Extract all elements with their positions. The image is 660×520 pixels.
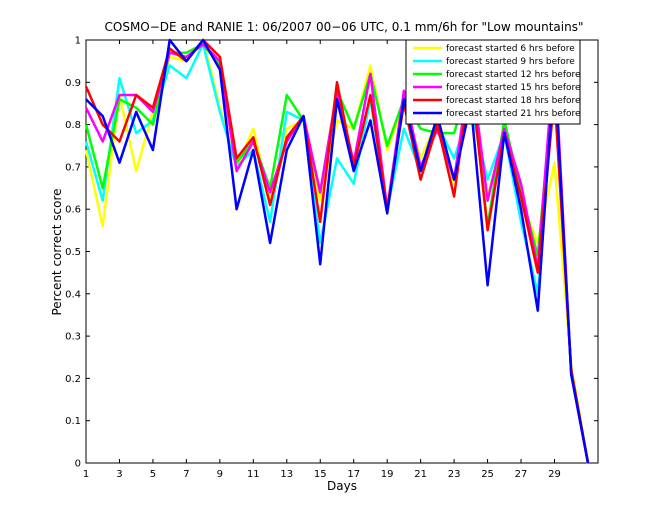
legend-label-5: forecast started 18 hrs before <box>446 96 581 106</box>
legend-label-3: forecast started 12 hrs before <box>446 70 581 80</box>
y-tick-label: 0.9 <box>65 78 81 89</box>
x-tick-label: 17 <box>347 469 360 480</box>
legend-label-1: forecast started 6 hrs before <box>446 44 575 54</box>
y-tick-label: 0.2 <box>65 374 81 385</box>
y-tick-label: 0.4 <box>65 289 81 300</box>
x-tick-label: 27 <box>515 469 528 480</box>
legend-label-4: forecast started 15 hrs before <box>446 83 581 93</box>
x-axis-ticks: 1 3 5 7 9 11 13 15 17 19 21 23 25 27 29 <box>83 40 561 480</box>
y-tick-label: 0.5 <box>65 247 81 258</box>
y-tick-label: 0.6 <box>65 205 81 216</box>
y-axis-ticks: 0 0.1 0.2 0.3 0.4 0.5 0.6 0.7 0.8 0.9 1 <box>65 36 598 470</box>
y-axis-label: Percent correct score <box>50 188 64 315</box>
series-lines <box>84 38 590 464</box>
legend-label-2: forecast started 9 hrs before <box>446 57 575 67</box>
x-tick-label: 7 <box>183 469 189 480</box>
x-tick-label: 25 <box>481 469 494 480</box>
x-tick-label: 13 <box>280 469 293 480</box>
x-tick-label: 23 <box>448 469 461 480</box>
series-line-6 <box>85 38 590 464</box>
x-tick-label: 3 <box>116 469 122 480</box>
x-tick-label: 9 <box>217 469 223 480</box>
y-tick-label: 0.8 <box>65 120 81 131</box>
x-tick-label: 21 <box>414 469 427 480</box>
legend: forecast started 6 hrs before forecast st… <box>405 39 581 125</box>
y-tick-label: 0.3 <box>65 332 81 343</box>
x-tick-label: 11 <box>247 469 260 480</box>
x-tick-label: 29 <box>548 469 561 480</box>
y-tick-label: 0.1 <box>65 416 81 427</box>
legend-box <box>405 39 581 125</box>
y-tick-label: 0.7 <box>65 162 81 173</box>
x-tick-label: 1 <box>83 469 89 480</box>
y-tick-label: 0 <box>75 459 81 470</box>
x-axis-label: Days <box>327 479 357 493</box>
x-tick-label: 5 <box>150 469 156 480</box>
x-tick-label: 19 <box>381 469 394 480</box>
x-tick-label: 15 <box>314 469 327 480</box>
chart-title: COSMO−DE and RANIE 1: 06/2007 00−06 UTC,… <box>105 20 584 34</box>
y-tick-label: 1 <box>75 36 81 47</box>
legend-label-6: forecast started 21 hrs before <box>446 109 581 119</box>
